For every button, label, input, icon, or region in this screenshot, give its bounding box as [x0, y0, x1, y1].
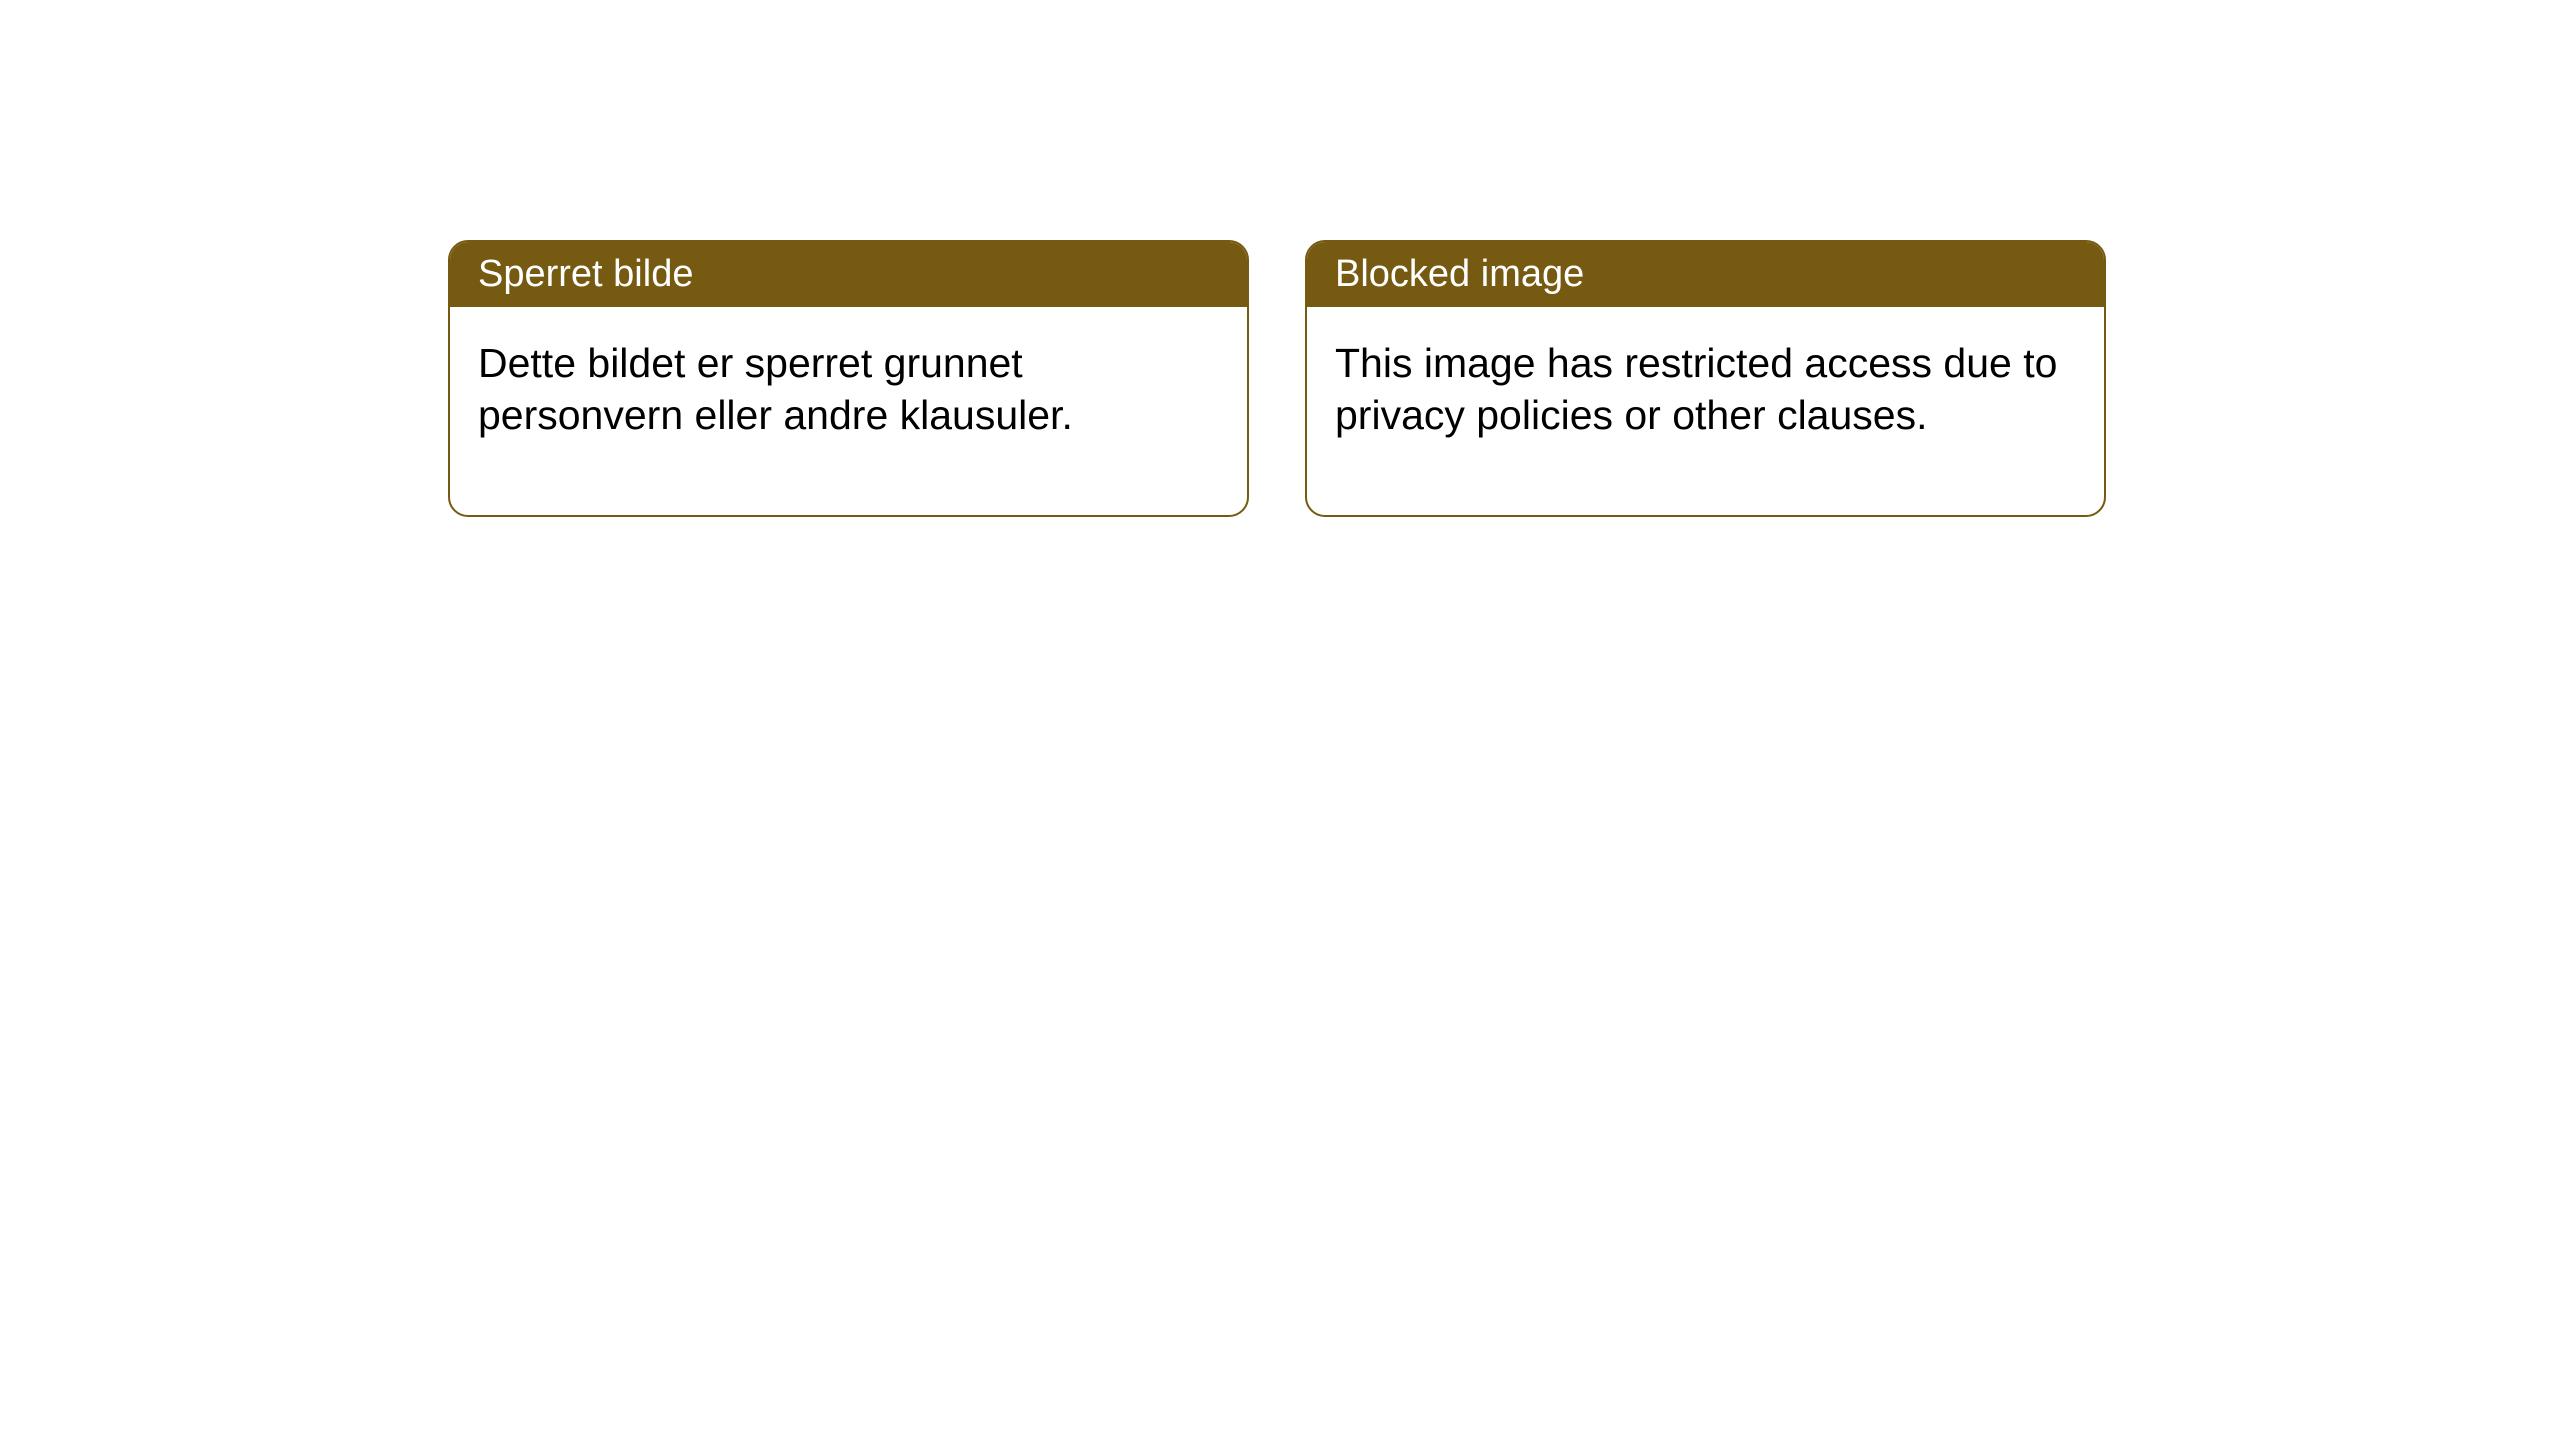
card-title: Sperret bilde — [478, 253, 693, 295]
notice-cards-container: Sperret bilde Dette bildet er sperret gr… — [448, 240, 2106, 517]
card-body: Dette bildet er sperret grunnet personve… — [450, 307, 1247, 515]
card-body-text: Dette bildet er sperret grunnet personve… — [478, 340, 1073, 438]
notice-card-english: Blocked image This image has restricted … — [1305, 240, 2106, 517]
notice-card-norwegian: Sperret bilde Dette bildet er sperret gr… — [448, 240, 1249, 517]
card-body-text: This image has restricted access due to … — [1335, 340, 2057, 438]
card-header: Blocked image — [1307, 242, 2104, 307]
card-body: This image has restricted access due to … — [1307, 307, 2104, 515]
card-header: Sperret bilde — [450, 242, 1247, 307]
card-title: Blocked image — [1335, 253, 1584, 295]
